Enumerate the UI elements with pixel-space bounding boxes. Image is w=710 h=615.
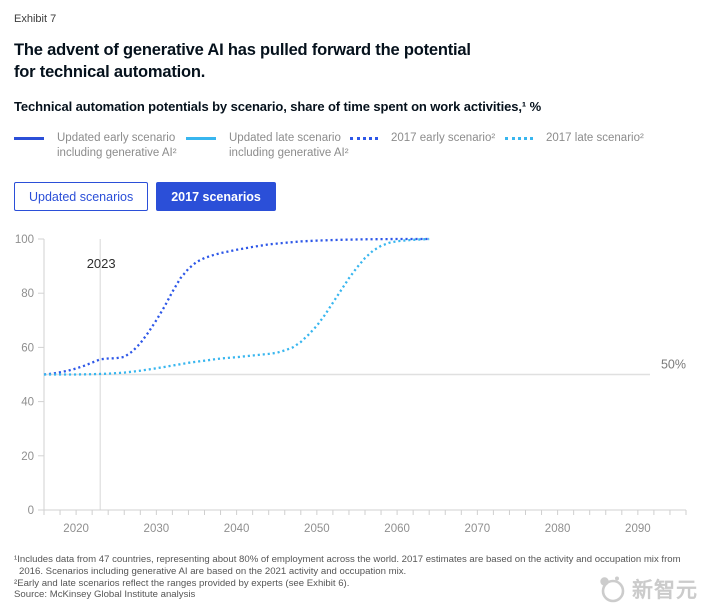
watermark-text: 新智元 (632, 579, 698, 602)
solid-blue-line-swatch-icon (14, 137, 44, 140)
legend-label: including generative AI² (57, 146, 177, 159)
legend-item-updated-early: Updated early scenario including generat… (14, 131, 177, 160)
x-tick-label: 2040 (224, 523, 250, 535)
y-tick-label: 0 (28, 505, 34, 517)
tab-updated-scenarios[interactable]: Updated scenarios (14, 182, 149, 211)
series-2017-late (44, 237, 430, 376)
footnote-1: ¹Includes data from 47 countries, repres… (14, 554, 681, 577)
x-tick-label: 2030 (144, 523, 170, 535)
x-tick-label: 2090 (625, 523, 651, 535)
watermark-logo-icon (600, 576, 625, 603)
chart-legend: Updated early scenario including generat… (0, 131, 710, 175)
chart-subtitle: Technical automation potentials by scena… (14, 99, 542, 114)
dotted-cyan-line-swatch-icon (505, 137, 533, 140)
legend-label: 2017 late scenario² (546, 132, 644, 144)
dotted-blue-line-swatch-icon (350, 137, 378, 140)
y-tick-label: 60 (21, 342, 34, 354)
y-tick-label: 100 (15, 234, 34, 246)
legend-label: including generative AI² (229, 146, 349, 159)
source-line: Source: McKinsey Global Institute analys… (14, 589, 196, 601)
x-tick-label: 2070 (465, 523, 491, 535)
footnotes: ¹Includes data from 47 countries, repres… (14, 554, 702, 601)
y-tick-label: 80 (21, 288, 34, 300)
legend-item-2017-late: 2017 late scenario² (505, 131, 644, 146)
legend-label: Updated early scenario (57, 132, 176, 144)
page-title-line2: for technical automation. (14, 62, 206, 81)
exhibit-label: Exhibit 7 (14, 13, 57, 25)
y-tick-label: 40 (21, 397, 34, 409)
x-tick-label: 2080 (545, 523, 571, 535)
chart-area: 2023 50% 0 20 40 60 80 100 2020 2030 2040 2050 2060 2… (0, 228, 710, 560)
solid-cyan-line-swatch-icon (186, 137, 216, 140)
annotation-2023-label: 2023 (87, 256, 116, 271)
page-title: The advent of generative AI has pulled f… (14, 40, 471, 83)
tab-2017-scenarios[interactable]: 2017 scenarios (156, 182, 276, 211)
legend-item-2017-early: 2017 early scenario² (350, 131, 495, 146)
watermark: 新智元 (597, 574, 698, 604)
legend-item-updated-late: Updated late scenario including generati… (186, 131, 349, 160)
legend-label: Updated late scenario (229, 132, 341, 144)
page-title-line1: The advent of generative AI has pulled f… (14, 41, 471, 59)
x-tick-label: 2020 (63, 523, 89, 535)
legend-label: 2017 early scenario² (391, 132, 496, 144)
x-tick-label: 2050 (304, 523, 330, 535)
footnote-2: ²Early and late scenarios reflect the ra… (14, 577, 350, 589)
scenario-tabs: Updated scenarios 2017 scenarios (14, 182, 276, 211)
x-tick-label: 2060 (384, 523, 410, 535)
reference-line-label: 50% (661, 358, 686, 372)
y-tick-label: 20 (21, 451, 34, 463)
